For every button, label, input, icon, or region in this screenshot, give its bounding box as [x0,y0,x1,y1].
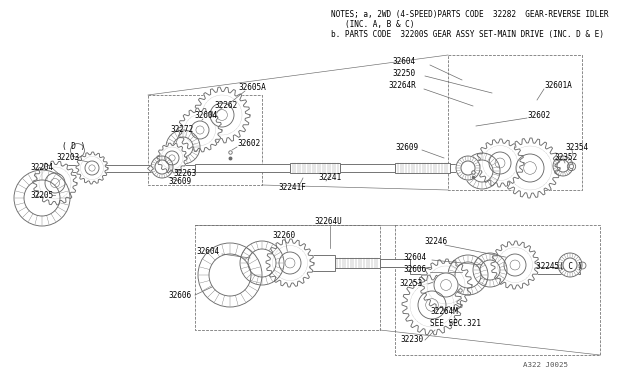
Polygon shape [178,108,222,152]
Text: 32253: 32253 [399,279,422,289]
Text: 32609: 32609 [168,177,191,186]
Circle shape [279,252,301,274]
Text: 32606: 32606 [403,266,426,275]
Text: 32230: 32230 [400,336,423,344]
Text: 32264U: 32264U [314,218,342,227]
Polygon shape [476,139,524,187]
Text: 32352: 32352 [554,153,577,161]
Text: 32602: 32602 [527,110,550,119]
Text: 32606: 32606 [168,291,191,299]
Polygon shape [402,275,462,335]
Circle shape [504,254,526,276]
Text: 32264M: 32264M [430,308,458,317]
Polygon shape [76,152,108,184]
Text: 32245( C ): 32245( C ) [536,262,582,270]
Polygon shape [500,138,560,198]
Text: 32272: 32272 [170,125,193,135]
Polygon shape [194,87,250,143]
Polygon shape [266,239,314,287]
Circle shape [191,121,209,139]
Text: 32604: 32604 [403,253,426,263]
Circle shape [553,156,573,176]
Circle shape [14,170,70,226]
Text: 32602: 32602 [237,140,260,148]
Circle shape [418,291,446,319]
Circle shape [516,154,544,182]
Polygon shape [491,241,539,289]
Text: 32609: 32609 [395,144,418,153]
Text: 32604: 32604 [392,58,415,67]
Polygon shape [420,259,472,311]
Text: 32246: 32246 [424,237,447,247]
Text: 32241F: 32241F [278,183,306,192]
Text: 32263: 32263 [173,169,196,177]
Text: 32354: 32354 [565,142,588,151]
Circle shape [165,151,179,165]
FancyBboxPatch shape [310,255,335,271]
Circle shape [434,273,458,297]
Circle shape [151,156,173,178]
Circle shape [473,253,507,287]
Circle shape [456,156,480,180]
Polygon shape [157,143,187,173]
Polygon shape [33,161,77,205]
Text: 32262: 32262 [214,100,237,109]
Circle shape [558,253,582,277]
Circle shape [210,103,234,127]
FancyBboxPatch shape [340,164,395,172]
Text: A322 J0025: A322 J0025 [523,362,568,368]
Text: 32264R: 32264R [388,81,416,90]
Text: 32204: 32204 [30,164,53,173]
FancyBboxPatch shape [450,164,560,172]
Text: 32250: 32250 [392,68,415,77]
Circle shape [448,255,488,295]
Circle shape [198,243,262,307]
Text: 32601A: 32601A [544,81,572,90]
FancyBboxPatch shape [380,259,410,267]
Text: NOTES; a, 2WD (4-SPEED)PARTS CODE  32282  GEAR-REVERSE IDLER: NOTES; a, 2WD (4-SPEED)PARTS CODE 32282 … [331,10,609,19]
FancyBboxPatch shape [395,163,450,173]
FancyBboxPatch shape [60,164,195,171]
Text: 32203: 32203 [56,153,79,161]
Text: 32605A: 32605A [238,83,266,92]
Text: 32241: 32241 [318,173,341,183]
Circle shape [489,152,511,174]
FancyBboxPatch shape [410,266,580,273]
Text: (INC. A, B & C): (INC. A, B & C) [345,20,414,29]
FancyBboxPatch shape [332,258,380,268]
FancyBboxPatch shape [195,164,290,172]
Circle shape [464,153,500,189]
Circle shape [85,161,99,175]
Text: b. PARTS CODE  32200S GEAR ASSY SET-MAIN DRIVE (INC. D & E): b. PARTS CODE 32200S GEAR ASSY SET-MAIN … [331,30,604,39]
FancyBboxPatch shape [240,260,410,266]
Text: 32604: 32604 [196,247,219,257]
Circle shape [166,130,200,164]
Text: 32260: 32260 [272,231,295,240]
Circle shape [240,241,284,285]
Text: 32604: 32604 [194,112,217,121]
Text: ( D ): ( D ) [62,142,85,151]
Text: 32205: 32205 [30,190,53,199]
Circle shape [45,173,65,193]
Text: SEE SEC.321: SEE SEC.321 [430,318,481,327]
FancyBboxPatch shape [290,163,340,173]
